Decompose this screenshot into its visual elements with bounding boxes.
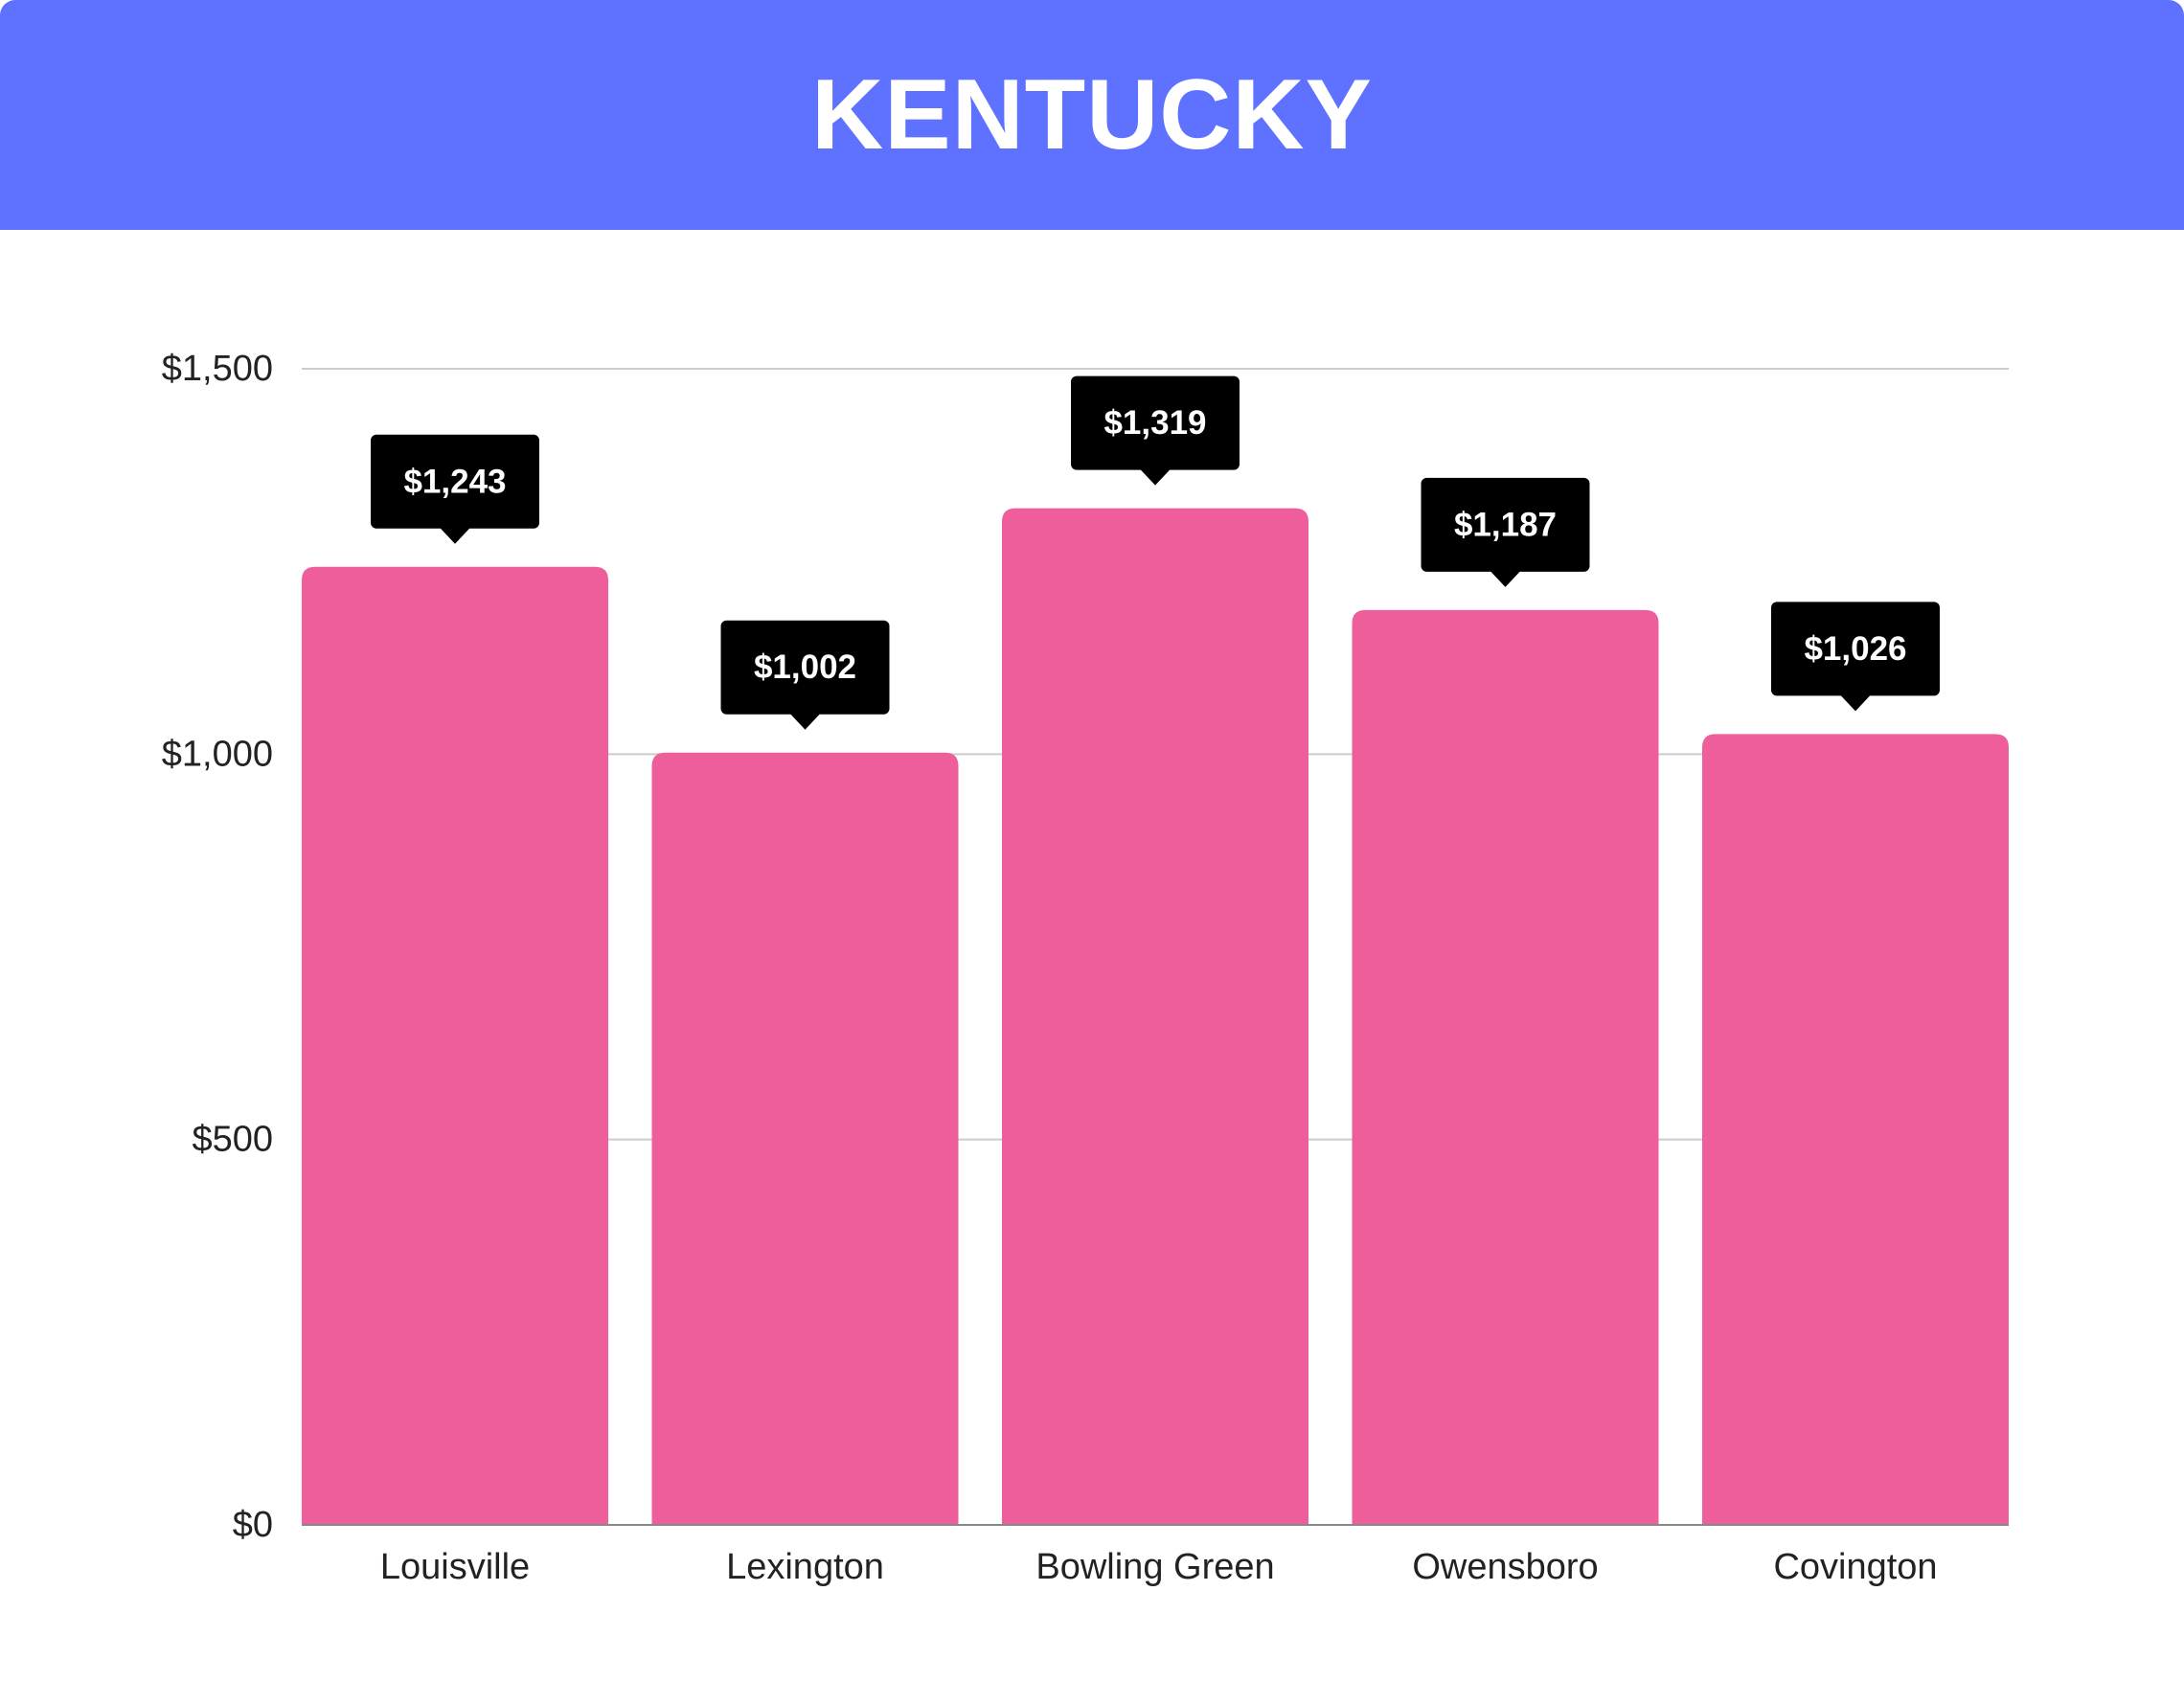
data-label: $1,243 (403, 463, 506, 500)
bar-owensboro (1352, 609, 1659, 1525)
bar-lexington (651, 752, 959, 1525)
x-tick-label: Owensboro (1412, 1547, 1598, 1587)
bar-covington (1702, 734, 2009, 1525)
data-label-callout: $1,026 (1771, 602, 1940, 712)
data-label: $1,319 (1103, 404, 1206, 442)
bar-bowling-green (1002, 508, 1308, 1525)
bar-louisville (302, 566, 608, 1525)
data-label-pointer (1490, 570, 1521, 587)
data-label-box (720, 620, 890, 715)
page-title: KENTUCKY (811, 59, 1373, 170)
data-labels: $1,243 $1,002 $1,319 $1,187 $1,026 (371, 375, 1940, 730)
bars (302, 508, 2009, 1525)
y-tick-label: $0 (233, 1505, 273, 1545)
data-label-pointer (789, 713, 821, 730)
x-tick-label: Lexington (726, 1547, 884, 1587)
x-tick-label: Louisville (380, 1547, 530, 1587)
data-label-box (1071, 375, 1240, 470)
data-label-pointer (1140, 468, 1171, 486)
x-tick-label: Bowling Green (1035, 1547, 1274, 1587)
data-label-box (1421, 477, 1590, 572)
data-label-callout: $1,187 (1421, 477, 1590, 587)
x-tick-label: Covington (1773, 1547, 1937, 1587)
data-label: $1,002 (754, 648, 856, 686)
y-tick-label: $1,500 (162, 349, 273, 389)
data-label: $1,026 (1804, 630, 1906, 668)
chart-header: KENTUCKY (0, 0, 2184, 230)
data-label-box (371, 434, 539, 529)
data-label-pointer (440, 527, 470, 544)
y-tick-label: $500 (192, 1120, 273, 1160)
axes: $0 $500 $1,000 $1,500 Louisville Lexington Bow… (162, 349, 2009, 1587)
data-label-callout: $1,319 (1071, 375, 1240, 486)
data-label-pointer (1840, 694, 1871, 712)
data-label-callout: $1,243 (371, 434, 539, 544)
y-tick-label: $1,000 (162, 734, 273, 774)
data-label-box (1771, 602, 1940, 696)
data-label: $1,187 (1454, 506, 1557, 543)
data-label-callout: $1,002 (720, 620, 890, 730)
